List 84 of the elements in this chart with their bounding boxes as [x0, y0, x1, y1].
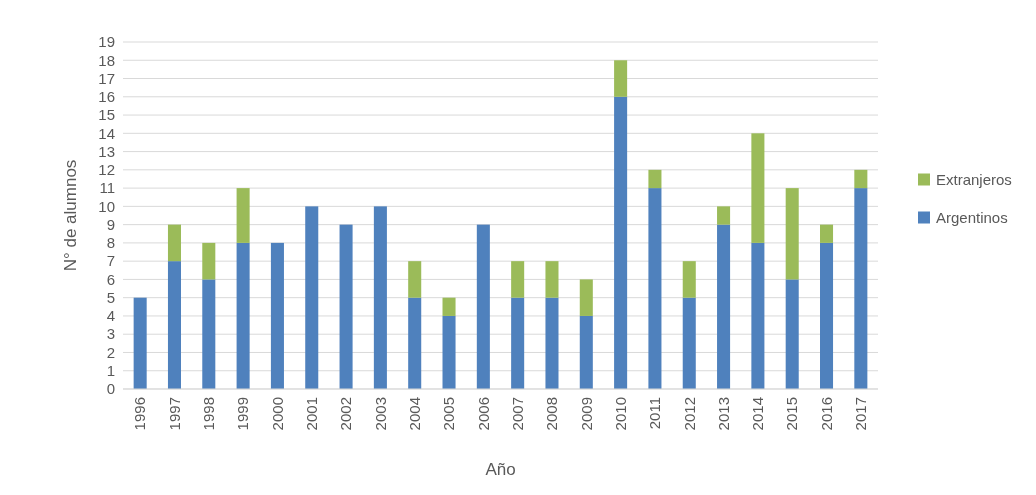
y-tick-label: 7 [106, 252, 115, 270]
bar [717, 206, 731, 225]
y-axis-title: N° de alumnos [61, 159, 80, 272]
bar [133, 297, 147, 389]
legend-label: Extranjeros [936, 170, 1012, 188]
bar [785, 279, 799, 389]
y-tick-label: 15 [98, 106, 115, 124]
y-tick-label: 12 [98, 161, 115, 179]
x-tick-label: 2000 [268, 397, 286, 431]
bar [167, 224, 181, 262]
x-tick-label: 1999 [234, 397, 252, 431]
bar [236, 242, 250, 389]
bar [270, 242, 284, 389]
bar [751, 133, 765, 243]
bar [820, 242, 834, 389]
y-tick-label: 3 [106, 325, 115, 343]
bar [579, 315, 593, 389]
bar [820, 224, 834, 243]
bar [751, 242, 765, 389]
y-tick-label: 9 [106, 215, 115, 233]
bar [408, 261, 422, 298]
x-tick-label: 2016 [817, 397, 835, 431]
y-tick-label: 2 [106, 343, 115, 361]
y-tick-label: 8 [106, 234, 115, 252]
bar [648, 169, 662, 189]
x-tick-label: 2009 [577, 397, 595, 431]
bar [854, 169, 868, 189]
bar [717, 224, 731, 389]
bar [545, 261, 559, 298]
x-tick-label: 2004 [405, 397, 423, 431]
y-tick-label: 13 [98, 142, 115, 160]
bar [305, 206, 319, 389]
x-tick-label: 2010 [611, 397, 629, 431]
y-tick-label: 14 [98, 124, 115, 142]
x-tick-label: 2003 [371, 397, 389, 431]
bar [854, 188, 868, 389]
x-tick-label: 2014 [749, 397, 767, 431]
bar [202, 279, 216, 389]
x-tick-label: 2015 [783, 397, 801, 431]
bar [202, 242, 216, 280]
bar [408, 297, 422, 389]
x-tick-label: 2008 [543, 397, 561, 431]
y-tick-label: 16 [98, 88, 115, 106]
x-tick-label: 2017 [852, 397, 870, 431]
bar [579, 279, 593, 316]
x-tick-label: 1996 [131, 397, 149, 431]
y-tick-label: 11 [99, 179, 115, 197]
bar [236, 188, 250, 243]
x-tick-label: 1997 [165, 397, 183, 431]
x-tick-label: 2001 [303, 397, 320, 431]
y-tick-label: 0 [106, 380, 115, 398]
y-tick-label: 19 [98, 33, 115, 51]
x-tick-label: 2002 [337, 397, 355, 431]
y-tick-label: 1 [106, 361, 115, 379]
y-tick-label: 4 [106, 307, 115, 325]
bar [682, 261, 696, 298]
bar [339, 224, 353, 389]
bar [614, 60, 628, 97]
y-tick-label: 10 [98, 197, 115, 215]
y-tick-label: 6 [106, 270, 115, 288]
bar [442, 297, 456, 316]
x-tick-label: 2006 [474, 397, 492, 431]
x-tick-label: 2007 [508, 397, 526, 431]
bar [682, 297, 696, 389]
x-tick-label: 1998 [200, 397, 218, 431]
bar [785, 188, 799, 280]
bar [511, 297, 525, 389]
bar [648, 188, 662, 389]
bar [614, 96, 628, 389]
legend-label: Argentinos [936, 208, 1008, 226]
x-tick-label: 2012 [680, 397, 698, 431]
bar [545, 297, 559, 389]
x-tick-label: 2005 [440, 397, 458, 431]
bar [476, 224, 490, 389]
y-tick-label: 17 [98, 69, 115, 87]
bar [442, 315, 456, 389]
y-tick-label: 18 [98, 51, 115, 69]
bar [373, 206, 387, 389]
x-tick-label: 2011 [646, 397, 664, 430]
y-tick-label: 5 [106, 288, 115, 306]
bar [167, 261, 181, 389]
x-axis-title: Año [485, 460, 516, 479]
x-tick-label: 2013 [714, 397, 732, 431]
bar [511, 261, 525, 298]
